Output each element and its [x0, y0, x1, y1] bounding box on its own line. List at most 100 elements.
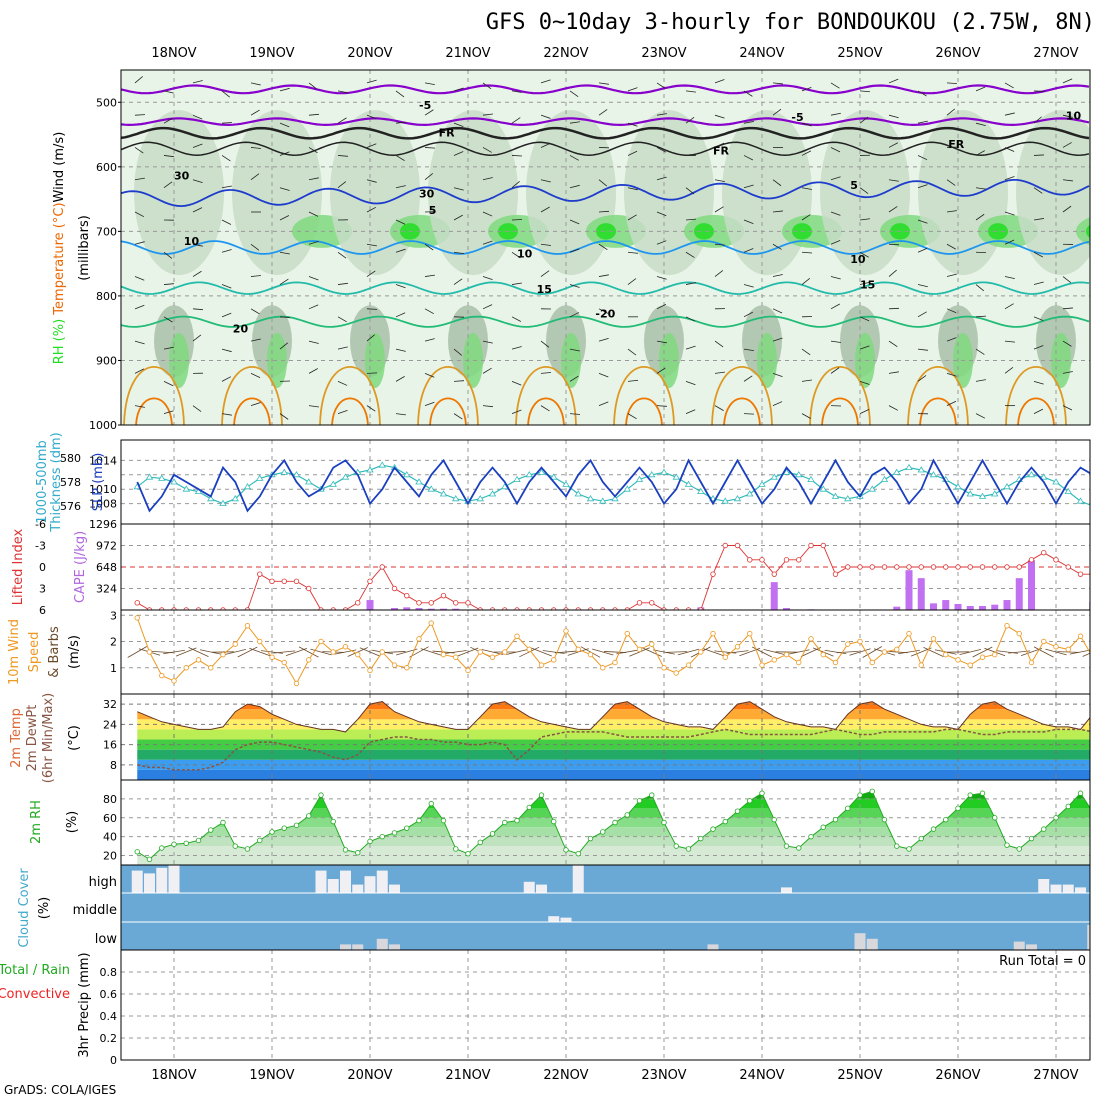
rh2m-series-point — [894, 843, 900, 849]
wind-barb — [482, 240, 493, 245]
thickness-series-point — [1003, 483, 1011, 490]
lifted-index-series-point — [391, 585, 398, 592]
thickness-series-point — [1027, 471, 1036, 478]
y-tick-label-right: 1014 — [89, 454, 117, 467]
wind-barb — [395, 284, 406, 289]
thickness-series-point — [329, 480, 337, 487]
wind-barb — [1062, 179, 1073, 182]
wind-speed-series-point — [269, 654, 275, 660]
wind-barb — [1033, 187, 1043, 194]
wind-barb — [1062, 205, 1072, 213]
top-day-label: 21NOV — [445, 46, 490, 61]
wind-barb — [1004, 211, 1015, 216]
slp-panel — [121, 440, 1090, 524]
wind-barb — [366, 179, 377, 183]
temp-contour-warm — [907, 366, 969, 425]
wind-barb — [975, 348, 985, 355]
wind-barb — [199, 649, 222, 655]
y-tick-label: 2 — [110, 636, 117, 649]
wind-barb — [424, 147, 436, 149]
wind-barb — [221, 312, 232, 318]
lifted-index-series-point — [685, 607, 692, 610]
thickness-series-point — [525, 471, 533, 478]
lifted-index-series-point — [747, 557, 753, 563]
wind-barb — [685, 316, 696, 322]
lifted-index-series-point — [563, 607, 569, 610]
li-tick-label: 6 — [39, 604, 46, 617]
contour-label: -20 — [595, 308, 615, 321]
rh2m-series-point — [955, 805, 961, 812]
thickness-series-point — [562, 480, 570, 487]
lifted-index-series-point — [796, 557, 802, 563]
wind-barb — [453, 348, 463, 356]
rh2m-series-point — [845, 805, 851, 812]
wind-barb — [453, 151, 464, 156]
wind-barb — [801, 277, 811, 285]
wind-barb — [714, 79, 725, 84]
wind-speed-series — [136, 617, 1090, 685]
wind-speed-series-point — [1041, 638, 1047, 645]
cloud-bar-high — [376, 870, 388, 893]
cape-bar — [403, 607, 411, 610]
wind-speed-series-point — [1016, 630, 1022, 637]
wind-barb — [134, 147, 144, 154]
lifted-index-series-point — [551, 607, 557, 610]
wind-barb — [975, 187, 986, 190]
lifted-index-series-point — [918, 564, 924, 570]
wind-speed-series-point — [759, 662, 765, 668]
wind-barb — [714, 340, 724, 348]
wind-barb — [424, 372, 435, 378]
thickness-series-point — [819, 485, 827, 492]
wind-barb — [888, 114, 899, 119]
panel-frame — [120, 949, 1091, 1061]
rh2m-series-point — [881, 816, 888, 823]
wind-barb — [337, 117, 347, 124]
wind-barb — [859, 409, 870, 414]
wind-barb — [888, 340, 898, 348]
wind-barb — [308, 147, 318, 154]
bottom-day-label: 20NOV — [347, 1068, 392, 1083]
wind-barb — [772, 82, 783, 85]
bottom-day-label: 22NOV — [543, 1068, 588, 1083]
wind-barb — [221, 249, 232, 253]
y-tick-label: 80 — [103, 793, 117, 806]
wind-barb — [308, 405, 319, 408]
wind-barb — [511, 346, 522, 350]
wind-barb — [395, 185, 406, 189]
thickness-series-point — [733, 495, 742, 502]
wind-barb — [163, 155, 174, 158]
cape-axis-label: CAPE (J/kg) — [73, 531, 88, 603]
thickness-series-point — [880, 475, 889, 482]
wind-barb — [250, 109, 260, 116]
wind-barb — [511, 90, 522, 93]
wind-speed-series-point — [685, 662, 692, 668]
wind-barb — [366, 308, 378, 310]
lifted-index-series-point — [955, 564, 961, 570]
thickness-series-point — [427, 485, 435, 492]
wind-speed-series-point — [845, 641, 851, 647]
cape-tick-label: 1296 — [89, 518, 117, 531]
lifted-index-series-point — [318, 607, 324, 610]
wind-speed-series-point — [330, 649, 336, 655]
bottom-day-label: 21NOV — [445, 1068, 490, 1083]
wind-speed-series-point — [796, 659, 802, 666]
cloud-bar-middle — [548, 916, 560, 922]
wind-barb — [308, 340, 319, 344]
wind-speed-series-point — [1077, 633, 1084, 639]
temp-contour-warm — [429, 397, 467, 425]
wind-barb — [946, 82, 958, 85]
contour-label: 10 — [517, 248, 533, 261]
wind-speed-series-point — [367, 667, 373, 674]
wind-speed-series-point — [208, 665, 214, 671]
thickness-series-point — [697, 487, 705, 494]
wind-barb — [250, 338, 261, 342]
wind10-panel — [121, 610, 1090, 694]
cape-bar — [783, 608, 790, 610]
cloud-units-label: (%) — [37, 897, 52, 920]
cape-bar — [1015, 578, 1023, 610]
wind-barb — [592, 648, 614, 656]
rh2m-series-point — [342, 847, 349, 853]
wind-barb — [395, 376, 405, 382]
cape-bar — [930, 603, 937, 610]
wind-barb — [862, 646, 882, 658]
